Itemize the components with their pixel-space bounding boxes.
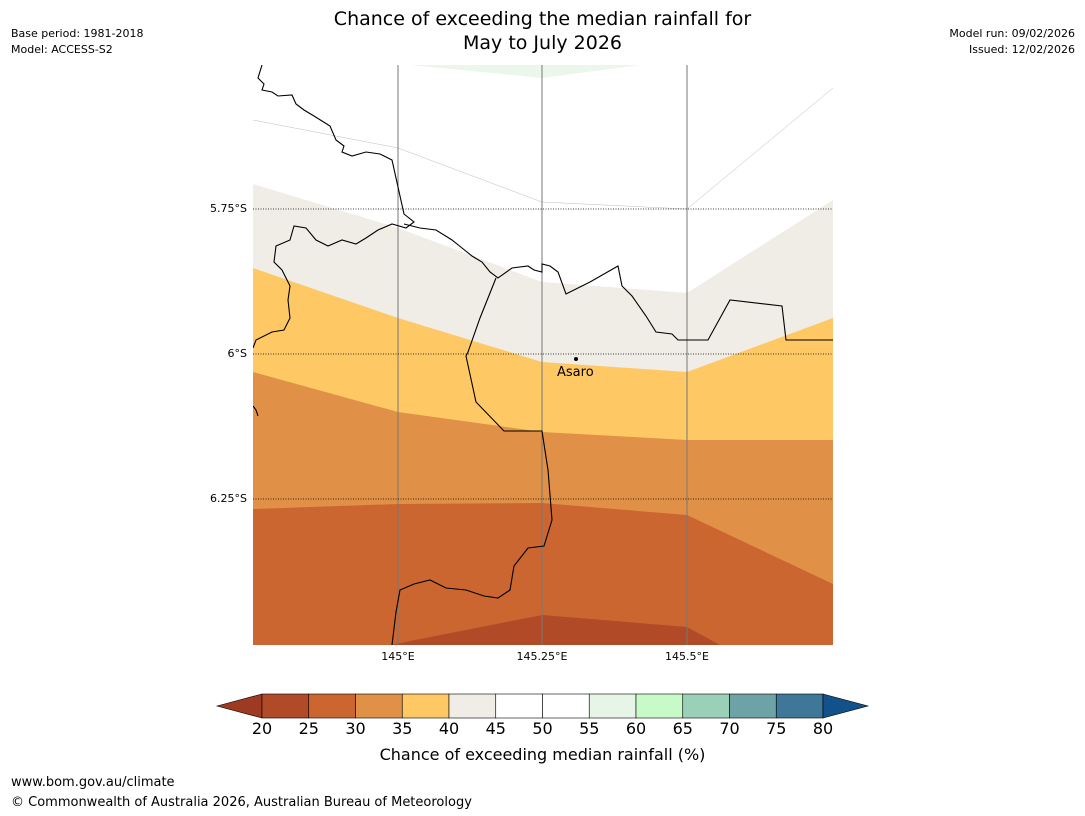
meta-left: Base period: 1981-2018 Model: ACCESS-S2 (11, 26, 143, 58)
colorbar-tick-75: 75 (766, 719, 787, 738)
boundary-ridge (403, 223, 833, 341)
colorbar-segments (215, 693, 870, 719)
lon-label-14525: 145.25°E (516, 650, 568, 663)
colorbar-segment-40-45 (448, 693, 497, 719)
title-line-1: Chance of exceeding the median rainfall … (333, 8, 752, 30)
boundary-edge (253, 405, 259, 417)
map-title: Chance of exceeding the median rainfall … (0, 7, 1085, 55)
colorbar-tick-35: 35 (392, 719, 413, 738)
boundary-north (253, 65, 415, 349)
colorbar-tick-60: 60 (625, 719, 647, 738)
meta-right: Model run: 09/02/2026 Issued: 12/02/2026 (949, 26, 1075, 58)
colorbar-segment-75-80 (775, 693, 824, 719)
lon-label-1455: 145.5°E (665, 650, 709, 663)
colorbar-label: Chance of exceeding median rainfall (%) (379, 745, 706, 764)
gridlines (253, 65, 833, 645)
colorbar-segment-25-30 (308, 693, 356, 719)
colorbar-segment-20-25 (261, 693, 310, 719)
colorbar-segment-55-60 (588, 693, 637, 719)
band-55-60 (410, 65, 640, 78)
model-run: Model run: 09/02/2026 (949, 27, 1075, 40)
colorbar-tick-80: 80 (812, 719, 834, 738)
band-20-25 (390, 615, 720, 645)
colorbar-segment-35-40 (401, 693, 450, 719)
footer-url[interactable]: www.bom.gov.au/climate (11, 775, 175, 790)
colorbar-segment-30-35 (355, 693, 403, 719)
base-period: Base period: 1981-2018 (11, 27, 144, 40)
colorbar-tick-50: 50 (532, 719, 553, 738)
colorbar-tick-65: 65 (672, 719, 693, 738)
boundary-south (391, 277, 553, 645)
colorbar-segment-65-70 (682, 693, 730, 719)
province-boundaries (253, 65, 833, 645)
colorbar-tick-70: 70 (719, 719, 740, 738)
colorbar-tick-30: 30 (345, 719, 366, 738)
colorbar-segment-60-65 (635, 693, 684, 719)
colorbar-tick-45: 45 (485, 719, 506, 738)
colorbar-segment-70-75 (729, 693, 777, 719)
colorbar-tick-40: 40 (438, 719, 460, 738)
model-name: Model: ACCESS-S2 (11, 43, 113, 56)
place-label-asaro: Asaro (557, 365, 594, 380)
lat-label-6: 6°S (227, 347, 247, 360)
colorbar-segment-50-55 (542, 693, 590, 719)
colorbar-tick-25: 25 (298, 719, 319, 738)
colorbar-segment-45-50 (495, 693, 543, 719)
lat-label-625: 6.25°S (210, 492, 247, 505)
colorbar-tick-20: 20 (251, 719, 273, 738)
issued-date: Issued: 12/02/2026 (968, 43, 1075, 56)
footer-copyright: © Commonwealth of Australia 2026, Austra… (11, 795, 472, 810)
colorbar-extend-high (822, 693, 870, 719)
lat-label-575: 5.75°S (210, 202, 247, 215)
colorbar-tick-55: 55 (579, 719, 600, 738)
title-line-2: May to July 2026 (463, 32, 622, 54)
lon-label-145: 145°E (381, 650, 415, 663)
colorbar-extend-low (215, 693, 263, 719)
asaro-marker[interactable] (574, 357, 578, 361)
